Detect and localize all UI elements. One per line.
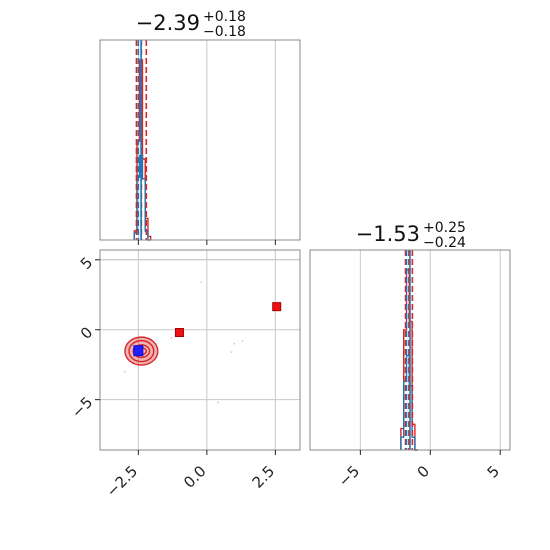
red-marker-point — [272, 302, 282, 312]
red-marker-point — [174, 328, 184, 338]
x-tick-label: 0 — [414, 462, 433, 481]
scatter-panel-joint: −2.5 0.0 2.5 −5 0 5 — [68, 249, 301, 501]
faint-sample-point — [123, 370, 126, 373]
y-tick-label: −5 — [68, 393, 96, 421]
y-tick-label: 5 — [77, 253, 96, 272]
faint-sample-point — [170, 337, 173, 340]
contour-level-1 — [132, 344, 151, 359]
x-tick-label: 0.0 — [180, 462, 210, 492]
param2-title-minus: −0.24 — [423, 235, 466, 251]
param1-title-minus: −0.18 — [203, 24, 246, 40]
x-tick-label: −2.5 — [103, 462, 141, 500]
x-tick-label: −5 — [335, 462, 363, 490]
histogram-panel-param2: −5 0 5 — [309, 249, 511, 490]
x-tick-label: 5 — [484, 462, 503, 481]
contour-level-2 — [128, 339, 155, 363]
contour-level-3 — [124, 336, 159, 366]
axes-frame — [99, 249, 301, 451]
faint-sample-point — [233, 342, 236, 345]
faint-sample-point — [216, 401, 219, 404]
faint-sample-point — [200, 281, 203, 284]
param2-title: −1.53 — [356, 222, 420, 246]
axes-frame — [99, 39, 301, 241]
blue-marker-point — [133, 345, 144, 357]
histogram-panel-param1 — [99, 39, 301, 245]
param1-title-plus: +0.18 — [203, 9, 246, 25]
faint-sample-point — [241, 340, 244, 342]
param1-title: −2.39 — [136, 11, 200, 35]
faint-sample-point — [230, 351, 233, 353]
y-tick-label: 0 — [77, 323, 96, 342]
axes-frame — [309, 249, 511, 451]
param2-title-plus: +0.25 — [423, 220, 466, 236]
x-tick-label: 2.5 — [249, 462, 279, 492]
